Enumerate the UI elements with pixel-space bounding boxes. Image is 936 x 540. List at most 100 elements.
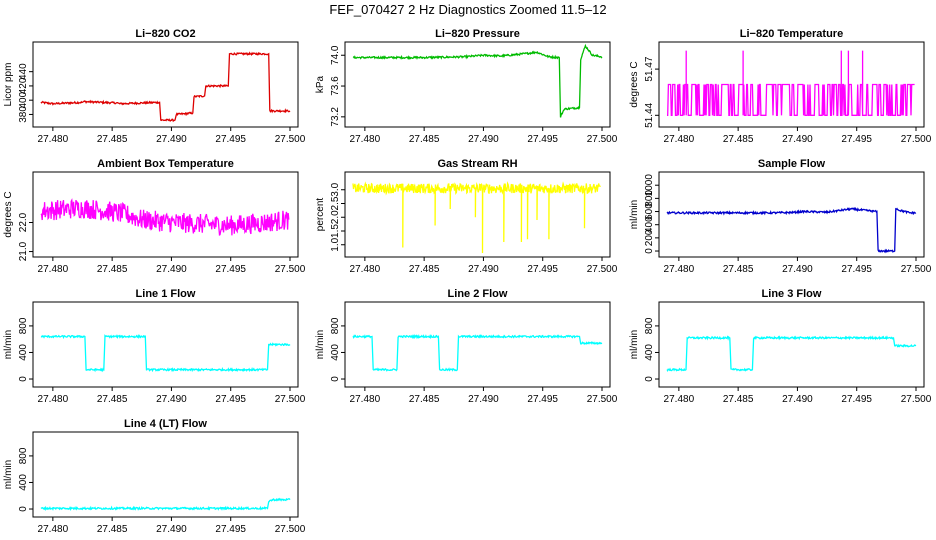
y-tick-label: 1.5 — [330, 224, 341, 238]
y-tick-label: 3.0 — [330, 182, 341, 196]
x-tick-label: 27.500 — [275, 524, 306, 535]
y-tick-label: 800 — [644, 190, 655, 207]
x-tick-label: 27.480 — [38, 264, 69, 275]
x-tick-label: 27.490 — [782, 394, 813, 405]
y-tick-label: 21.0 — [18, 241, 29, 261]
y-axis-label: Licor ppm — [3, 63, 14, 107]
plot-frame — [658, 41, 925, 128]
x-tick-label: 27.500 — [901, 394, 932, 405]
x-tick-label: 27.500 — [587, 134, 618, 145]
y-tick-label: 0 — [18, 506, 29, 512]
panel-title: Li−820 CO2 — [135, 28, 195, 40]
x-tick-label: 27.495 — [215, 524, 246, 535]
x-tick-label: 27.485 — [723, 264, 754, 275]
y-tick-label: 400 — [18, 344, 29, 361]
y-tick-label: 400 — [644, 216, 655, 233]
panel-title: Li−820 Pressure — [435, 28, 520, 40]
x-tick-label: 27.490 — [468, 264, 499, 275]
x-tick-label: 27.480 — [38, 524, 69, 535]
y-axis-label: ml/min — [3, 460, 14, 489]
x-tick-label: 27.500 — [275, 394, 306, 405]
x-tick-label: 27.500 — [587, 264, 618, 275]
y-tick-label: 51.44 — [644, 102, 655, 127]
panel-title: Sample Flow — [758, 158, 826, 170]
panel-6: Sample Flow 27.480 27.485 27.490 27.495 27.50… — [629, 158, 932, 275]
data-line — [666, 206, 917, 254]
y-axis-label: degrees C — [3, 191, 14, 237]
panel-title: Line 1 Flow — [136, 288, 196, 300]
panel-3: Li−820 Temperature 27.480 27.485 27.490 27.4… — [629, 28, 932, 145]
y-tick-label: 73.2 — [330, 107, 341, 127]
y-tick-label: 74.0 — [330, 45, 341, 65]
panel-1: Li−820 CO2 27.480 27.485 27.490 27.495 27.500… — [3, 28, 306, 145]
panel-title: Li−820 Temperature — [740, 28, 843, 40]
y-axis-label: ml/min — [315, 330, 326, 359]
y-axis-label: ml/min — [3, 330, 14, 359]
panel-5: Gas Stream RH 27.480 27.485 27.490 27.495 27.… — [315, 158, 618, 275]
panel-title: Ambient Box Temperature — [97, 158, 234, 170]
x-tick-label: 27.485 — [723, 394, 754, 405]
data-line — [40, 198, 290, 236]
x-tick-label: 27.500 — [587, 394, 618, 405]
y-axis-label: ml/min — [629, 200, 640, 229]
panel-7: Line 1 Flow 27.480 27.485 27.490 27.495 27.50… — [3, 288, 306, 405]
data-line — [352, 181, 601, 254]
panel-title: Gas Stream RH — [437, 158, 517, 170]
y-tick-label: 380 — [18, 106, 29, 123]
y-tick-label: 0 — [644, 248, 655, 254]
y-tick-label: 2.5 — [330, 196, 341, 210]
y-tick-label: 0 — [644, 376, 655, 382]
y-tick-label: 420 — [18, 77, 29, 94]
y-tick-label: 73.6 — [330, 76, 341, 96]
plot-frame — [658, 301, 925, 388]
x-tick-label: 27.500 — [901, 264, 932, 275]
x-tick-label: 27.485 — [723, 134, 754, 145]
y-tick-label: 200 — [644, 229, 655, 246]
y-tick-label: 440 — [18, 63, 29, 80]
x-tick-label: 27.490 — [156, 264, 187, 275]
data-line — [352, 43, 603, 118]
y-tick-label: 22.0 — [18, 212, 29, 232]
x-tick-label: 27.485 — [409, 394, 440, 405]
y-axis-label: ml/min — [629, 330, 640, 359]
panel-title: Line 3 Flow — [762, 288, 822, 300]
y-axis-label: kPa — [315, 75, 326, 93]
y-tick-label: 0 — [330, 376, 341, 382]
x-tick-label: 27.490 — [468, 394, 499, 405]
x-tick-label: 27.480 — [350, 394, 381, 405]
x-tick-label: 27.495 — [841, 264, 872, 275]
x-tick-label: 27.480 — [350, 134, 381, 145]
x-tick-label: 27.485 — [97, 524, 128, 535]
y-tick-label: 400 — [330, 344, 341, 361]
plot-frame — [658, 171, 925, 258]
x-tick-label: 27.485 — [409, 134, 440, 145]
plot-frame — [32, 431, 299, 518]
x-tick-label: 27.485 — [97, 394, 128, 405]
plot-frame — [344, 171, 611, 258]
x-tick-label: 27.495 — [527, 394, 558, 405]
panel-title: Line 2 Flow — [448, 288, 508, 300]
x-tick-label: 27.495 — [215, 394, 246, 405]
y-tick-label: 51.47 — [644, 56, 655, 81]
x-tick-label: 27.495 — [527, 134, 558, 145]
data-line — [40, 497, 291, 512]
plot-frame — [32, 41, 299, 128]
data-line — [40, 51, 291, 123]
data-line — [40, 333, 291, 373]
x-tick-label: 27.490 — [468, 134, 499, 145]
x-tick-label: 27.490 — [156, 524, 187, 535]
panel-9: Line 3 Flow 27.480 27.485 27.490 27.495 27.50… — [629, 288, 932, 405]
x-tick-label: 27.495 — [841, 134, 872, 145]
x-tick-label: 27.490 — [156, 394, 187, 405]
x-tick-label: 27.485 — [97, 134, 128, 145]
panel-title: Line 4 (LT) Flow — [124, 418, 207, 430]
y-tick-label: 1000 — [644, 174, 655, 197]
data-line — [352, 333, 603, 372]
x-tick-label: 27.500 — [275, 134, 306, 145]
x-tick-label: 27.480 — [664, 394, 695, 405]
x-tick-label: 27.485 — [97, 264, 128, 275]
plot-frame — [344, 301, 611, 388]
x-tick-label: 27.480 — [664, 264, 695, 275]
x-tick-label: 27.480 — [664, 134, 695, 145]
